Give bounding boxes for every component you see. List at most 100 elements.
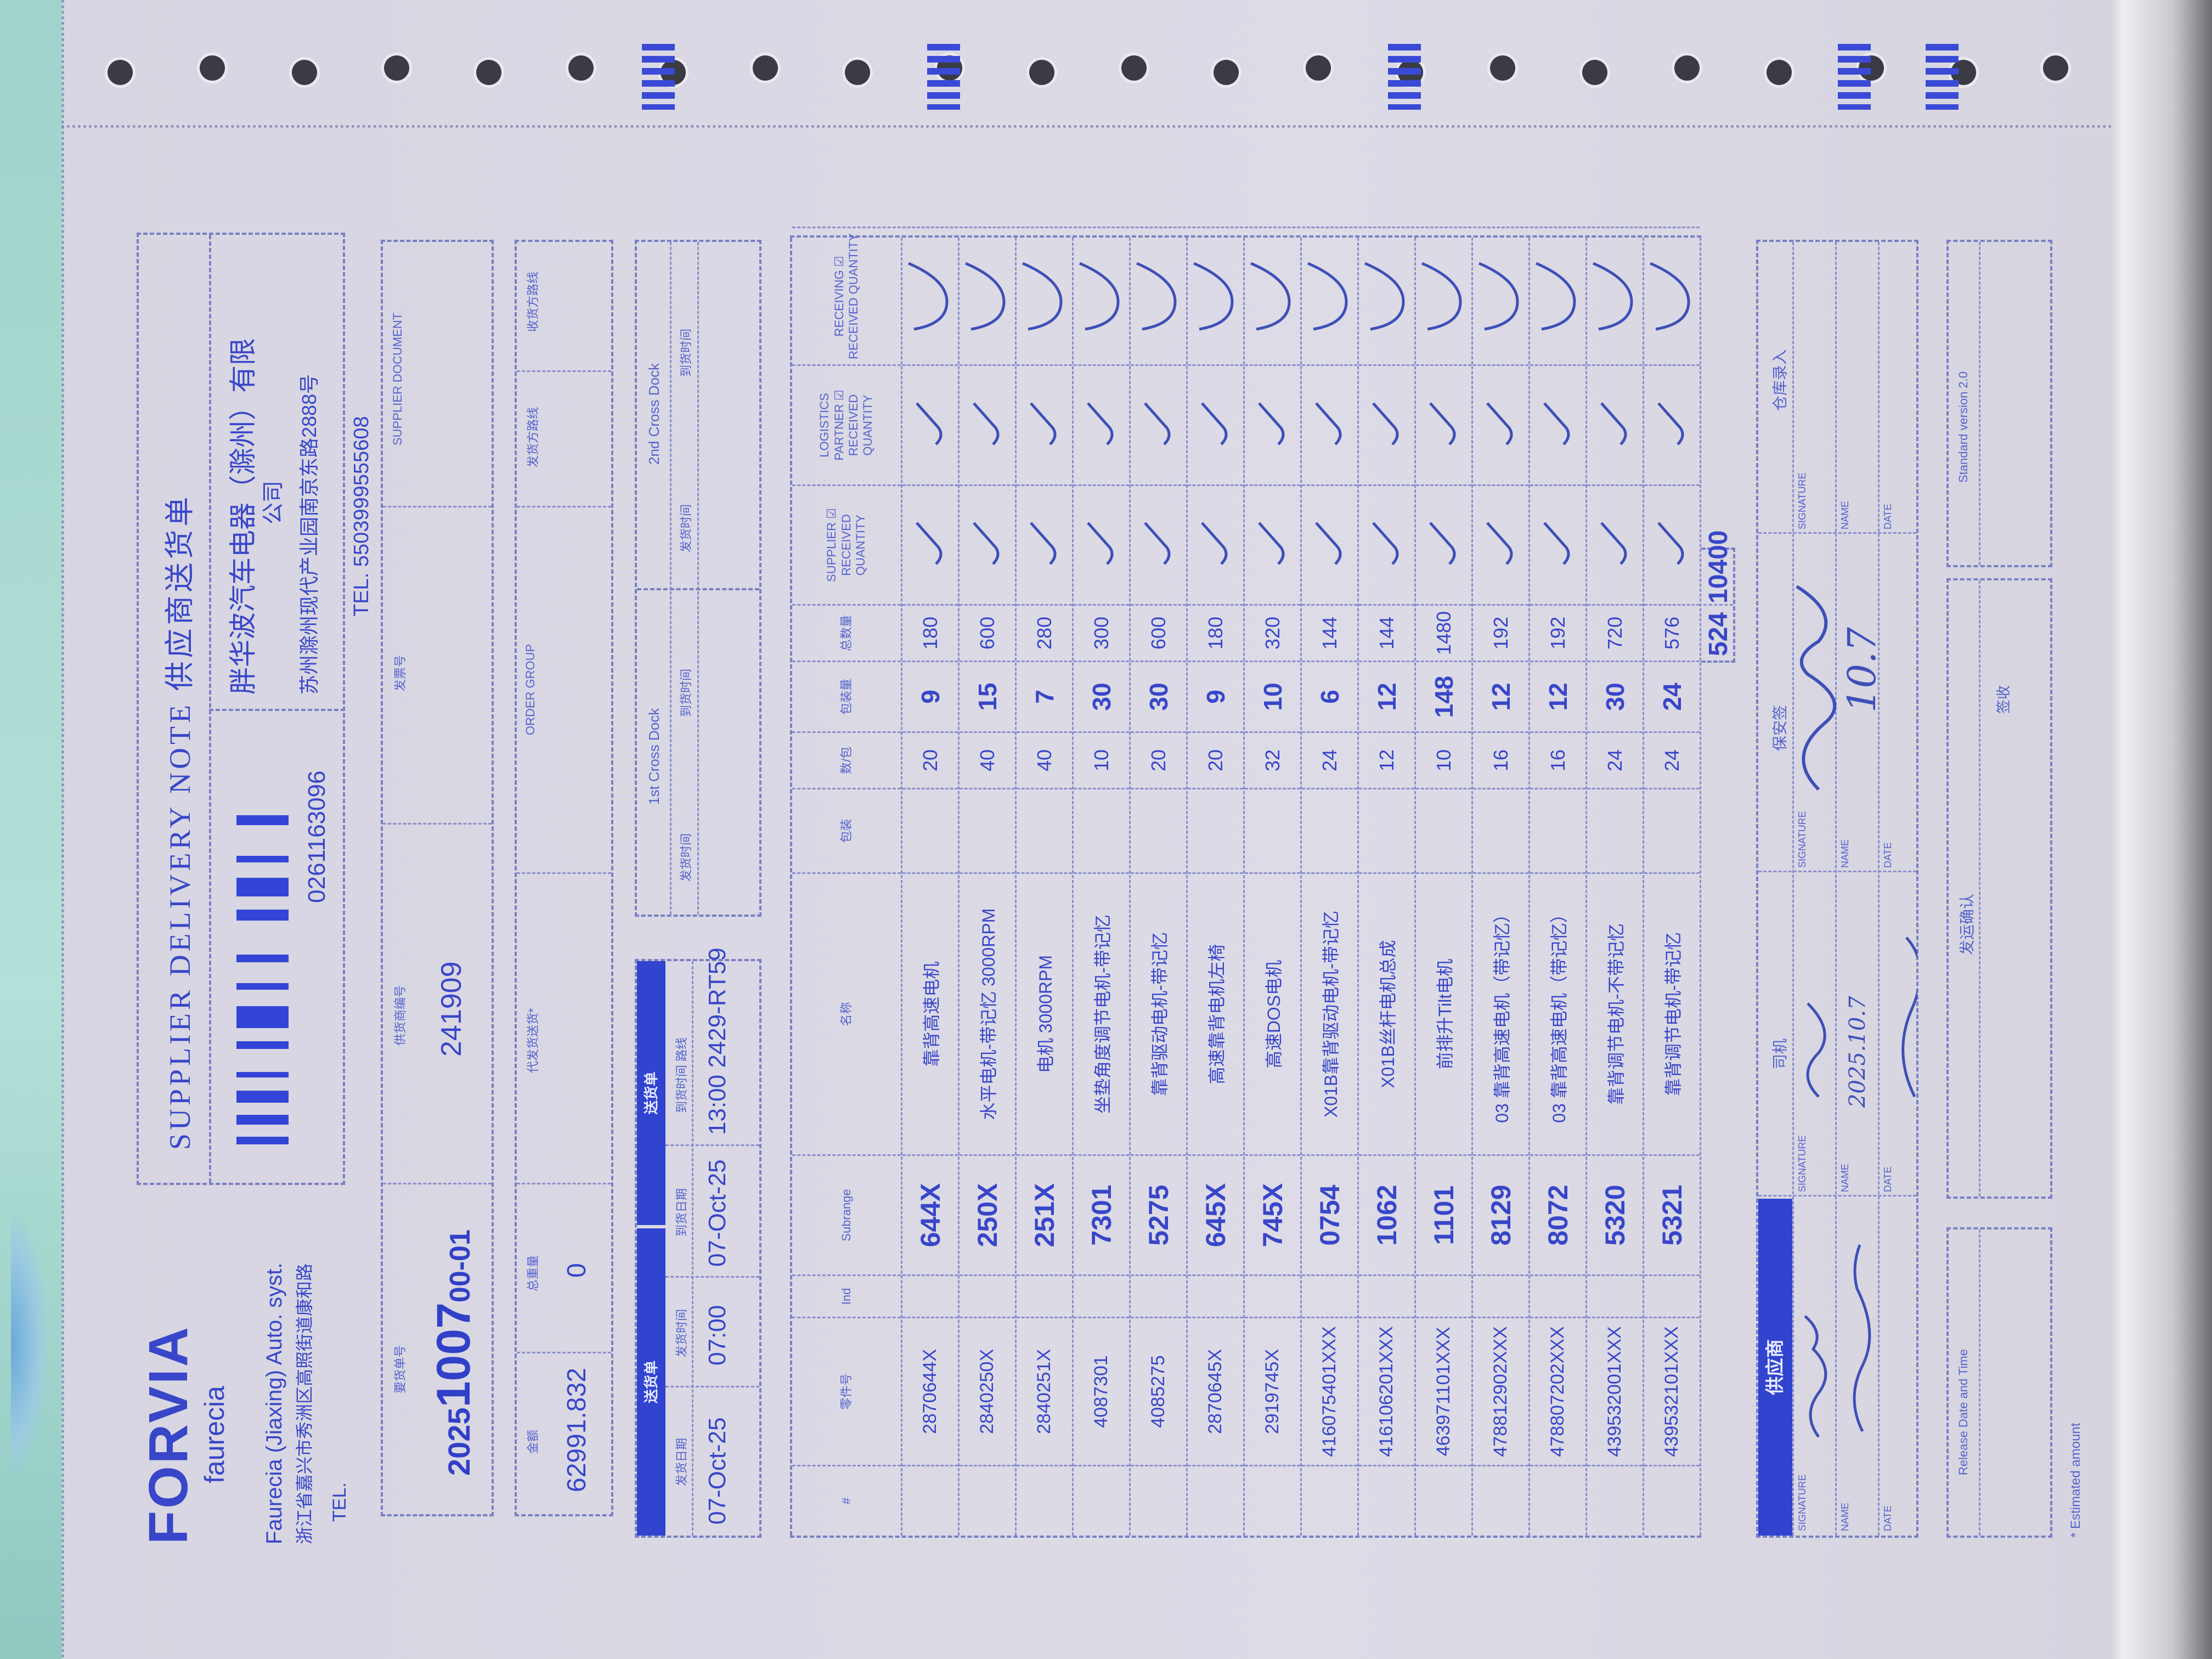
- checkmark-icon: [1657, 522, 1684, 566]
- punch-hole: [1487, 52, 1519, 84]
- divider: [1979, 1229, 1980, 1536]
- empty-cell: [1074, 788, 1129, 872]
- checkmark-icon: [964, 262, 1006, 331]
- packs-cell: 30: [1587, 661, 1643, 731]
- receiver-route-cell: 收货方路线: [517, 238, 611, 370]
- punch-hole: [1579, 57, 1611, 88]
- checkmark-icon: [1421, 262, 1462, 331]
- qty-cell: 720: [1587, 604, 1643, 661]
- packs-cell: 9: [902, 661, 958, 731]
- empty-cell: [1473, 1465, 1528, 1536]
- receiving-check-cell: [1359, 227, 1414, 364]
- supplier-check-cell: [960, 484, 1015, 604]
- proxy-delivery-cell: 代发货送货*: [517, 872, 611, 1183]
- logistics-check-cell: [1245, 364, 1300, 484]
- empty-cell: [1530, 1274, 1585, 1317]
- part-cell: 416075401XXX: [1302, 1317, 1357, 1465]
- part-cell: 2870645X: [1188, 1317, 1243, 1465]
- table-body: 2870644X 644X 靠背高速电机 20 9 180 2840250X 250X 水平电机…: [902, 227, 1701, 1536]
- qty-cell: 180: [1188, 604, 1243, 661]
- feed-mark: [642, 44, 675, 110]
- empty-cell: [1416, 1465, 1471, 1536]
- empty-cell: [1074, 1465, 1129, 1536]
- supplier-code-label: 供货商编号: [393, 985, 407, 1046]
- code-cell: 250X: [960, 1154, 1015, 1274]
- barcode-bar: [236, 1115, 289, 1125]
- part-cell: 2840251X: [1017, 1317, 1072, 1465]
- column-header: Ind: [792, 1274, 901, 1317]
- ship-time-value: 07:00: [704, 1305, 731, 1365]
- first-cross-dock-arrival-label: 到货时间: [679, 668, 693, 717]
- amount-cell: 金额 62991.832: [517, 1352, 611, 1514]
- checkmark-icon: [1543, 522, 1570, 566]
- part-cell: 439532001XXX: [1587, 1317, 1643, 1465]
- checkmark-icon: [1535, 262, 1576, 331]
- code-cell: 5321: [1644, 1154, 1700, 1274]
- table-row: 2919745X 745X 高速DOS电机 32 10 320: [1245, 227, 1302, 1536]
- empty-cell: [1644, 788, 1700, 872]
- receiving-check-cell: [1473, 227, 1528, 364]
- per_pack-cell: 10: [1074, 731, 1129, 788]
- empty-cell: [1188, 1465, 1243, 1536]
- packs-cell: 30: [1131, 661, 1186, 731]
- empty-cell: [1131, 1465, 1186, 1536]
- first-cross-dock-ship-label: 发货时间: [679, 833, 693, 882]
- barcode-bar: [236, 910, 289, 921]
- checkmark-icon: [1372, 402, 1398, 445]
- punch-hole: [1118, 52, 1150, 84]
- punch-hole: [842, 57, 873, 88]
- punch-hole: [289, 57, 320, 88]
- release-box: Release Date and Time: [1946, 1227, 2052, 1538]
- arrival-date-cell: 到货日期 07-Oct-25: [665, 1144, 759, 1278]
- empty-cell: [1302, 1465, 1357, 1536]
- code-cell: 644X: [902, 1154, 958, 1274]
- divider: [209, 709, 345, 711]
- warehouse-name-row-label: NAME: [1839, 500, 1850, 529]
- qty-cell: 300: [1074, 604, 1129, 661]
- logistics-check-cell: [1188, 364, 1243, 484]
- qty-cell: 144: [1302, 604, 1357, 661]
- table-row: 2840250X 250X 水平电机-带记忆 3000RPM 40 15 600: [960, 227, 1017, 1536]
- header-box: SUPPLIER DELIVERY NOTE 供应商送货单 0261163096…: [137, 233, 345, 1185]
- order-number-prefix: 2025: [442, 1407, 476, 1476]
- order-number-label: 要货单号: [393, 1345, 407, 1393]
- empty-cell: [1416, 1274, 1471, 1317]
- cross-dock-box: 1st Cross Dock 发货时间 到货时间 2nd Cross Dock …: [635, 240, 761, 917]
- receiving-check-cell: [1188, 227, 1243, 364]
- punch-hole: [1302, 52, 1334, 84]
- table-row: 463971101XXX 1101 前排升Tilt电机 10 148 1480: [1416, 227, 1473, 1536]
- per_pack-cell: 24: [1302, 731, 1357, 788]
- checkmark-icon: [1200, 402, 1227, 445]
- order-number-value: 2025100700-01: [427, 1229, 481, 1476]
- supplier-check-cell: [1017, 484, 1072, 604]
- empty-cell: [1131, 1274, 1186, 1317]
- per_pack-cell: 12: [1359, 731, 1414, 788]
- packs-cell: 6: [1302, 661, 1357, 731]
- part-cell: 478812902XXX: [1473, 1317, 1528, 1465]
- part-cell: 416106201XXX: [1359, 1317, 1414, 1465]
- code-cell: 8072: [1530, 1154, 1585, 1274]
- checkmark-icon: [1429, 522, 1455, 566]
- total-packs: 524: [1704, 612, 1733, 656]
- supplier-signature-header: 供应商: [1758, 1199, 1792, 1536]
- empty-cell: [1359, 1274, 1414, 1317]
- receiving-check-cell: [1131, 227, 1186, 364]
- code-cell: 645X: [1188, 1154, 1243, 1274]
- second-cross-dock-arrival-label: 到货时间: [679, 328, 693, 377]
- order-group-label: ORDER GROUP: [523, 644, 537, 735]
- empty-cell: [1416, 788, 1471, 872]
- table-row: 416075401XXX 0754 X01B靠背驱动电机-带记忆 24 6 144: [1302, 227, 1359, 1536]
- receiving-check-cell: [960, 227, 1015, 364]
- security-signature-header: 保安签: [1771, 704, 1788, 751]
- qty-cell: 192: [1530, 604, 1585, 661]
- receiving-check-cell: [1245, 227, 1300, 364]
- checkmark-icon: [1372, 522, 1398, 566]
- driver-signature-header: 司机: [1771, 1038, 1788, 1069]
- weight-value: 0: [562, 1263, 591, 1278]
- column-header: 总数量: [792, 604, 901, 661]
- supplier-check-cell: [1530, 484, 1585, 604]
- checkmark-icon: [1250, 262, 1291, 331]
- receiving-check-cell: [902, 227, 958, 364]
- per_pack-cell: 20: [1131, 731, 1186, 788]
- release-label: Release Date and Time: [1956, 1349, 1970, 1475]
